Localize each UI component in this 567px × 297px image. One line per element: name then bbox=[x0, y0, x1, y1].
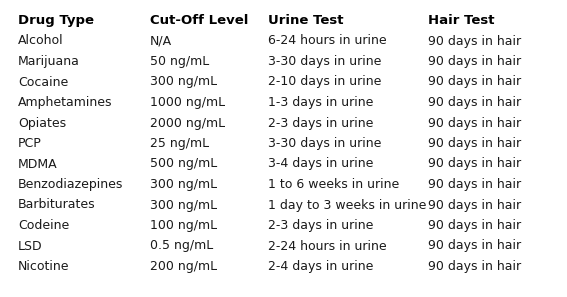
Text: 100 ng/mL: 100 ng/mL bbox=[150, 219, 217, 232]
Text: 3-30 days in urine: 3-30 days in urine bbox=[268, 137, 382, 150]
Text: 200 ng/mL: 200 ng/mL bbox=[150, 260, 217, 273]
Text: 2-24 hours in urine: 2-24 hours in urine bbox=[268, 239, 387, 252]
Text: Barbiturates: Barbiturates bbox=[18, 198, 96, 211]
Text: 90 days in hair: 90 days in hair bbox=[428, 55, 521, 68]
Text: 300 ng/mL: 300 ng/mL bbox=[150, 178, 217, 191]
Text: MDMA: MDMA bbox=[18, 157, 58, 170]
Text: 6-24 hours in urine: 6-24 hours in urine bbox=[268, 34, 387, 48]
Text: 2000 ng/mL: 2000 ng/mL bbox=[150, 116, 225, 129]
Text: 300 ng/mL: 300 ng/mL bbox=[150, 198, 217, 211]
Text: 2-10 days in urine: 2-10 days in urine bbox=[268, 75, 382, 89]
Text: 90 days in hair: 90 days in hair bbox=[428, 34, 521, 48]
Text: 500 ng/mL: 500 ng/mL bbox=[150, 157, 217, 170]
Text: 1 to 6 weeks in urine: 1 to 6 weeks in urine bbox=[268, 178, 399, 191]
Text: 2-3 days in urine: 2-3 days in urine bbox=[268, 219, 374, 232]
Text: 90 days in hair: 90 days in hair bbox=[428, 116, 521, 129]
Text: Drug Type: Drug Type bbox=[18, 14, 94, 27]
Text: N/A: N/A bbox=[150, 34, 172, 48]
Text: 90 days in hair: 90 days in hair bbox=[428, 219, 521, 232]
Text: 90 days in hair: 90 days in hair bbox=[428, 157, 521, 170]
Text: 90 days in hair: 90 days in hair bbox=[428, 260, 521, 273]
Text: 90 days in hair: 90 days in hair bbox=[428, 137, 521, 150]
Text: Cocaine: Cocaine bbox=[18, 75, 68, 89]
Text: 50 ng/mL: 50 ng/mL bbox=[150, 55, 209, 68]
Text: 0.5 ng/mL: 0.5 ng/mL bbox=[150, 239, 213, 252]
Text: Opiates: Opiates bbox=[18, 116, 66, 129]
Text: 300 ng/mL: 300 ng/mL bbox=[150, 75, 217, 89]
Text: 90 days in hair: 90 days in hair bbox=[428, 198, 521, 211]
Text: 3-30 days in urine: 3-30 days in urine bbox=[268, 55, 382, 68]
Text: 2-4 days in urine: 2-4 days in urine bbox=[268, 260, 374, 273]
Text: Amphetamines: Amphetamines bbox=[18, 96, 112, 109]
Text: 90 days in hair: 90 days in hair bbox=[428, 75, 521, 89]
Text: Alcohol: Alcohol bbox=[18, 34, 64, 48]
Text: Codeine: Codeine bbox=[18, 219, 69, 232]
Text: PCP: PCP bbox=[18, 137, 42, 150]
Text: 90 days in hair: 90 days in hair bbox=[428, 96, 521, 109]
Text: 90 days in hair: 90 days in hair bbox=[428, 239, 521, 252]
Text: 25 ng/mL: 25 ng/mL bbox=[150, 137, 209, 150]
Text: 1000 ng/mL: 1000 ng/mL bbox=[150, 96, 225, 109]
Text: 2-3 days in urine: 2-3 days in urine bbox=[268, 116, 374, 129]
Text: Benzodiazepines: Benzodiazepines bbox=[18, 178, 124, 191]
Text: 90 days in hair: 90 days in hair bbox=[428, 178, 521, 191]
Text: Marijuana: Marijuana bbox=[18, 55, 80, 68]
Text: 1-3 days in urine: 1-3 days in urine bbox=[268, 96, 374, 109]
Text: Urine Test: Urine Test bbox=[268, 14, 344, 27]
Text: LSD: LSD bbox=[18, 239, 43, 252]
Text: Nicotine: Nicotine bbox=[18, 260, 70, 273]
Text: Cut-Off Level: Cut-Off Level bbox=[150, 14, 248, 27]
Text: Hair Test: Hair Test bbox=[428, 14, 494, 27]
Text: 1 day to 3 weeks in urine: 1 day to 3 weeks in urine bbox=[268, 198, 426, 211]
Text: 3-4 days in urine: 3-4 days in urine bbox=[268, 157, 374, 170]
